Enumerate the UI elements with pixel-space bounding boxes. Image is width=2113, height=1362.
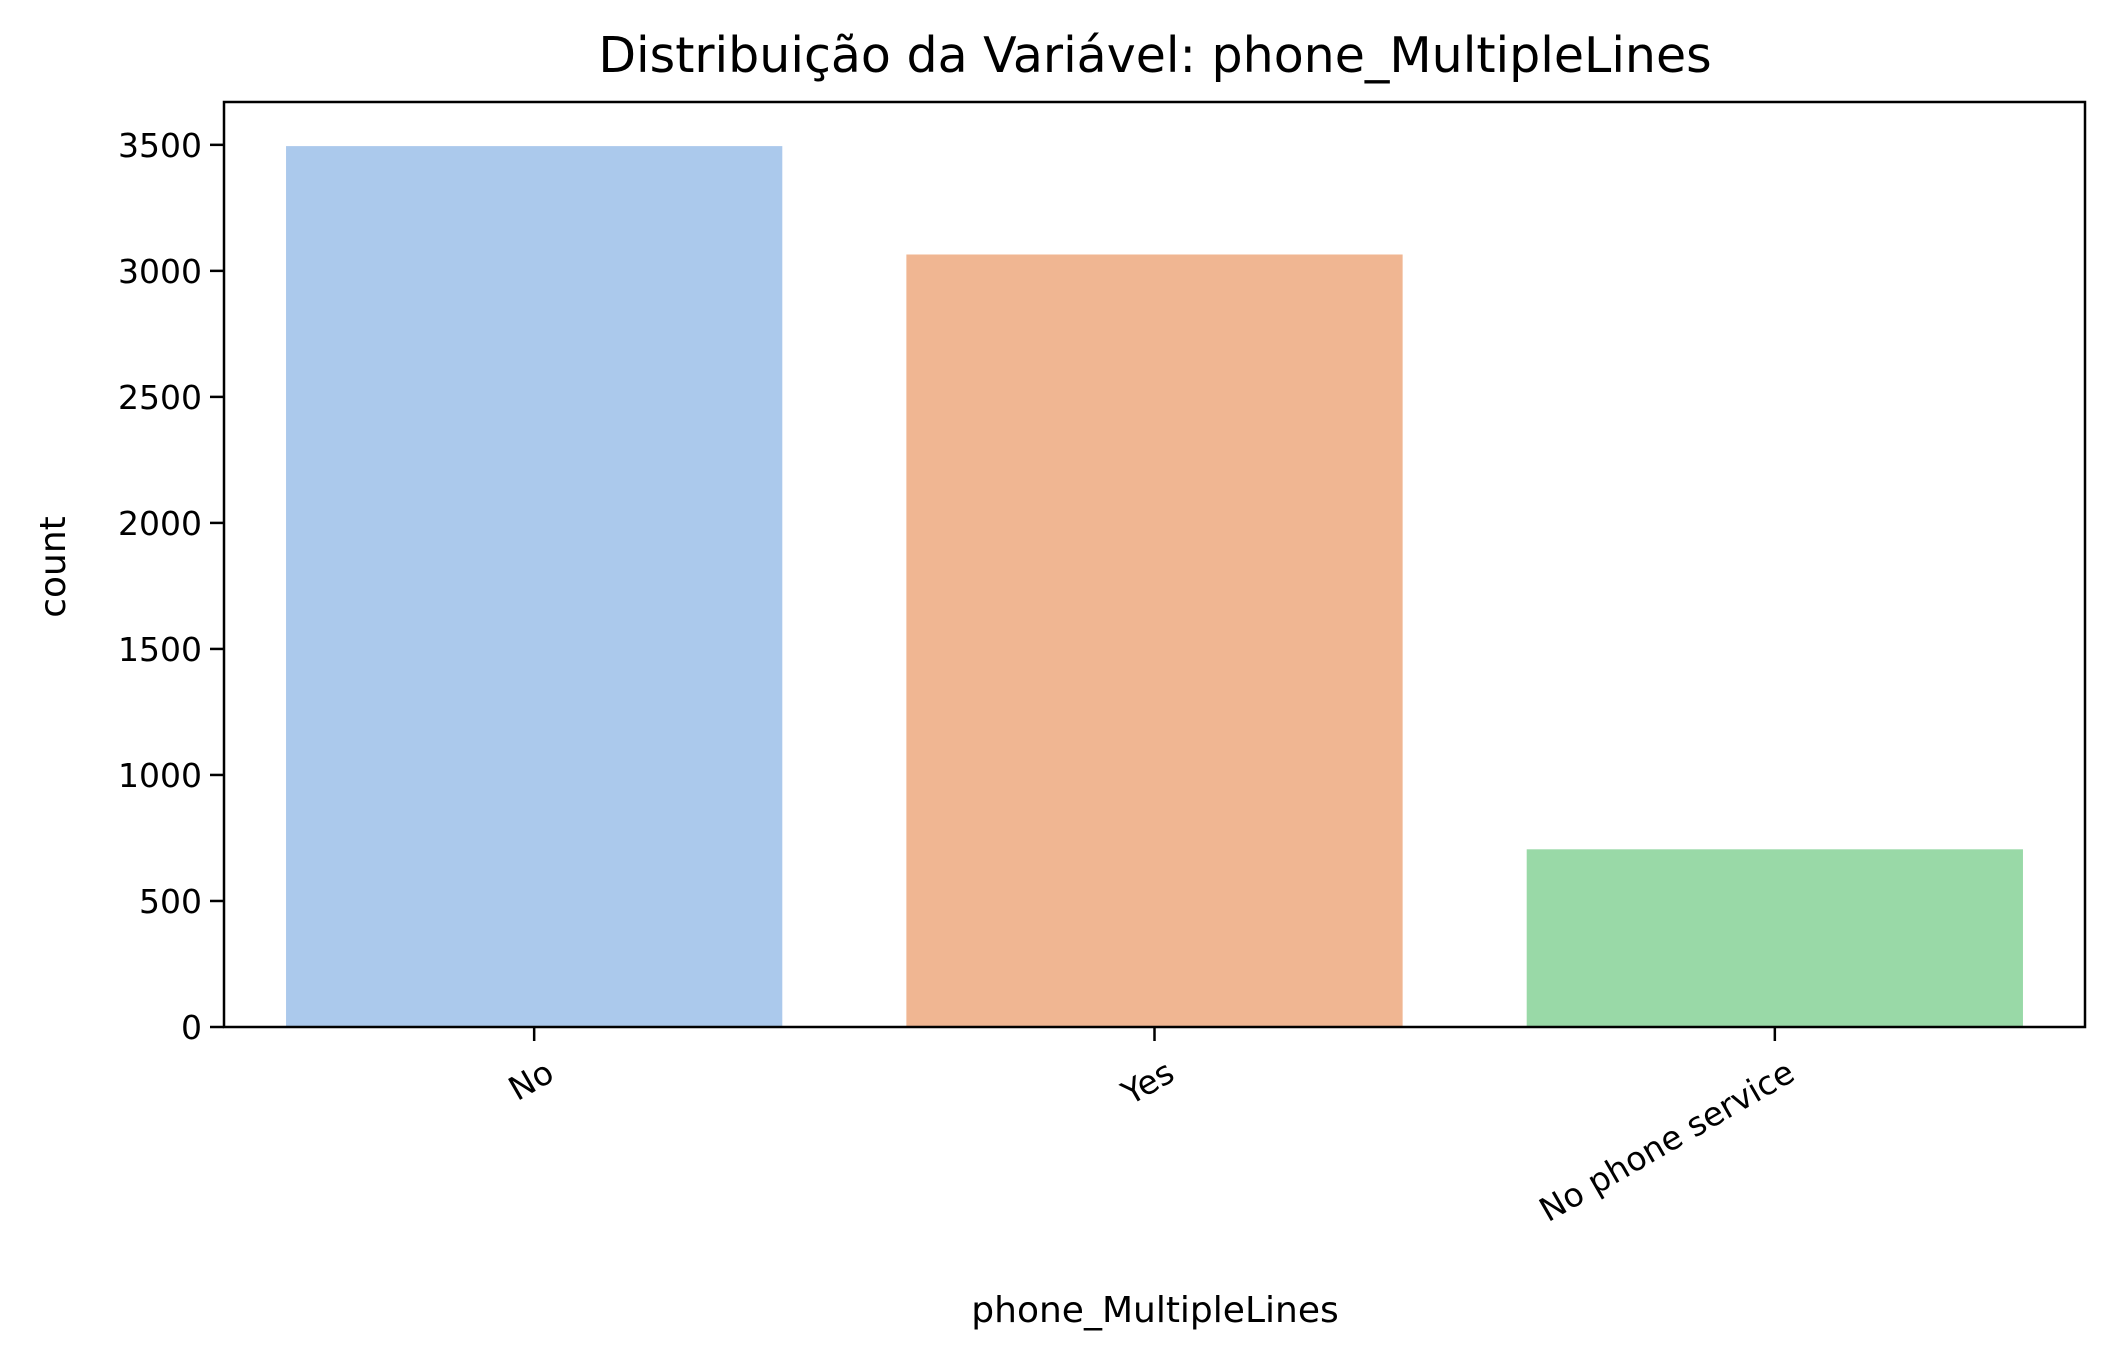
plot-frame — [222, 100, 2087, 1029]
x-tick-label: Yes — [1114, 1052, 1181, 1113]
x-tick-label: No — [502, 1052, 560, 1108]
chart-title: Distribuição da Variável: phone_Multiple… — [598, 27, 1711, 84]
y-tick-label: 500 — [139, 882, 202, 921]
y-tick-label: 3500 — [118, 126, 202, 165]
y-axis-ticks: 0 500 1000 1500 2000 2500 3000 3500 — [118, 126, 224, 1047]
y-axis-label: count — [33, 516, 74, 618]
y-tick-label: 3000 — [118, 252, 202, 291]
y-tick-label: 0 — [181, 1008, 202, 1047]
y-tick-label: 1000 — [118, 756, 202, 795]
y-tick-label: 2500 — [118, 378, 202, 417]
bar-yes — [906, 254, 1403, 1027]
x-axis-label: phone_MultipleLines — [971, 1290, 1338, 1331]
bar-no-phone-service — [1526, 849, 2023, 1027]
bars-group — [286, 146, 2023, 1027]
bar-no — [286, 146, 783, 1027]
x-tick-label: No phone service — [1532, 1052, 1800, 1229]
y-tick-label: 1500 — [118, 630, 202, 669]
y-tick-label: 2000 — [118, 504, 202, 543]
x-axis-ticks: No Yes No phone service — [502, 1027, 1801, 1230]
